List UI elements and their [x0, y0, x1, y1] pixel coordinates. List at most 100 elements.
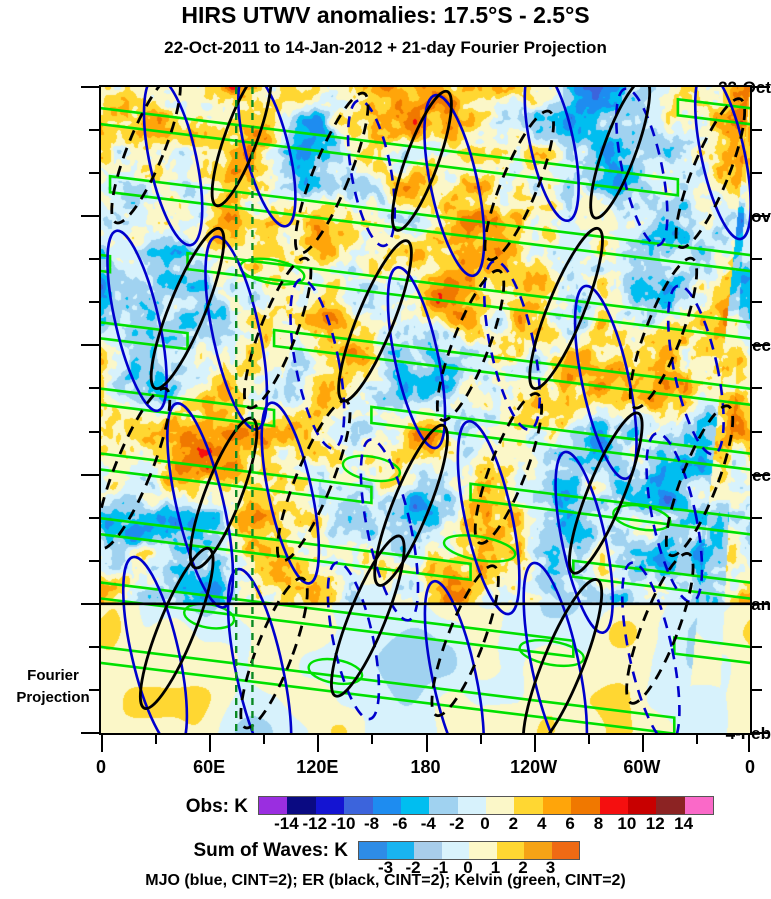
wave-contour-overlay — [101, 87, 750, 733]
y-tick-minor — [89, 516, 99, 519]
page-subtitle: 22-Oct-2011 to 14-Jan-2012 + 21-day Four… — [164, 38, 607, 57]
y-tick-minor-right — [752, 387, 762, 390]
x-axis-label: 180 — [410, 757, 441, 777]
y-tick-minor-right — [752, 516, 762, 519]
x-tick-major — [425, 735, 428, 752]
x-tick-minor — [695, 735, 698, 744]
colorbar-swatch — [386, 842, 414, 859]
colorbar-swatch — [441, 842, 469, 859]
y-tick-minor-right — [752, 129, 762, 132]
colorbar-tick-label: 14 — [674, 814, 694, 833]
colorbar-tick-label: 2 — [508, 814, 519, 833]
y-tick-minor-right — [752, 645, 762, 648]
colorbar-tick-label: -4 — [420, 814, 436, 833]
y-tick-major-right — [752, 732, 770, 734]
x-tick-minor — [155, 735, 158, 744]
colorbar-tick-label: 1 — [490, 858, 501, 877]
colorbar-swatch — [656, 797, 685, 814]
y-tick-minor — [89, 258, 99, 261]
y-tick-minor — [89, 430, 99, 433]
colorbar-tick-label: 3 — [545, 858, 556, 877]
x-tick-major — [748, 735, 750, 752]
colorbar-swatch — [457, 797, 486, 814]
colorbar-tick-label: 0 — [480, 814, 490, 833]
x-axis-label: 60E — [193, 757, 226, 777]
colorbar-tick-label: -14 — [274, 814, 299, 833]
x-tick-major — [641, 735, 644, 752]
colorbar-tick-label: 10 — [617, 814, 637, 833]
y-tick-major — [81, 215, 99, 218]
y-tick-major-right — [752, 473, 770, 476]
y-tick-major — [81, 344, 99, 347]
y-tick-minor — [89, 645, 99, 648]
colorbar-swatch — [571, 797, 600, 814]
colorbar-tick-label: -6 — [392, 814, 408, 833]
colorbar-tick-label: -8 — [363, 814, 380, 833]
x-axis-label: 60W — [623, 757, 661, 777]
fourier-projection-annotation: Fourier Projection — [8, 665, 98, 709]
colorbar-swatch — [429, 797, 458, 814]
x-tick-major — [101, 735, 103, 752]
y-tick-major-right — [752, 215, 770, 218]
colorbar-swatch — [514, 797, 543, 814]
x-tick-minor — [263, 735, 266, 744]
y-tick-minor — [89, 688, 99, 691]
x-tick-major — [533, 735, 536, 752]
colorbar-swatch — [400, 797, 430, 814]
colorbar-tick-label: -1 — [432, 858, 449, 877]
colorbar-swatch — [684, 797, 713, 814]
colorbar-tick-label: 4 — [537, 814, 547, 833]
x-tick-minor — [587, 735, 590, 744]
y-tick-major-right — [752, 602, 770, 605]
x-tick-minor — [479, 735, 482, 744]
y-tick-major — [81, 86, 99, 88]
colorbar-title: Sum of Waves: K — [193, 840, 349, 861]
colorbar-swatch — [551, 842, 579, 859]
wave-legend-caption: MJO (blue, CINT=2); ER (black, CINT=2); … — [145, 872, 626, 889]
y-tick-minor — [89, 301, 99, 304]
colorbar-swatch — [627, 797, 657, 814]
colorbar-swatch — [344, 797, 373, 814]
fourier-note-line1: Fourier — [27, 667, 79, 684]
y-tick-minor — [89, 559, 99, 562]
fourier-note-line2: Projection — [16, 689, 90, 706]
y-tick-major — [81, 473, 99, 476]
colorbar-tick-label: 6 — [565, 814, 575, 833]
colorbar-tick-label: 8 — [593, 814, 604, 833]
colorbar-title: Obs: K — [185, 796, 248, 817]
y-tick-minor-right — [752, 559, 762, 562]
colorbar-tick-label: -10 — [330, 814, 356, 833]
colorbar-tick-label: -12 — [302, 814, 328, 833]
x-tick-major — [209, 735, 212, 752]
x-tick-minor — [371, 735, 374, 744]
hovmoller-plot[interactable] — [99, 85, 752, 735]
y-tick-major — [81, 602, 99, 605]
y-tick-major — [81, 732, 99, 734]
colorbar-tick-label: 12 — [645, 814, 665, 833]
colorbar-tick-label: -3 — [377, 858, 394, 877]
colorbar-swatch — [524, 842, 552, 859]
colorbar — [358, 841, 580, 860]
y-tick-minor — [89, 172, 99, 175]
colorbar-tick-label: -2 — [449, 814, 465, 833]
colorbar-swatch — [469, 842, 497, 859]
colorbar-swatch — [359, 842, 387, 859]
colorbar-swatch — [315, 797, 345, 814]
y-tick-minor-right — [752, 258, 762, 261]
colorbar-tick-label: 2 — [518, 858, 528, 877]
x-axis-label: 120E — [296, 757, 339, 777]
y-tick-major-right — [752, 344, 770, 347]
x-axis-label: 0 — [95, 757, 107, 777]
y-tick-minor — [89, 387, 99, 390]
y-tick-minor-right — [752, 688, 762, 691]
x-axis-label: 120W — [510, 757, 558, 777]
y-tick-minor-right — [752, 172, 762, 175]
y-tick-major-right — [752, 86, 770, 88]
y-tick-minor — [89, 129, 99, 132]
colorbar-tick-label: 0 — [463, 858, 473, 877]
x-tick-major — [317, 735, 320, 752]
colorbar-swatch — [414, 842, 442, 859]
y-tick-minor-right — [752, 301, 762, 304]
colorbar-swatch — [372, 797, 401, 814]
y-tick-minor-right — [752, 430, 762, 433]
